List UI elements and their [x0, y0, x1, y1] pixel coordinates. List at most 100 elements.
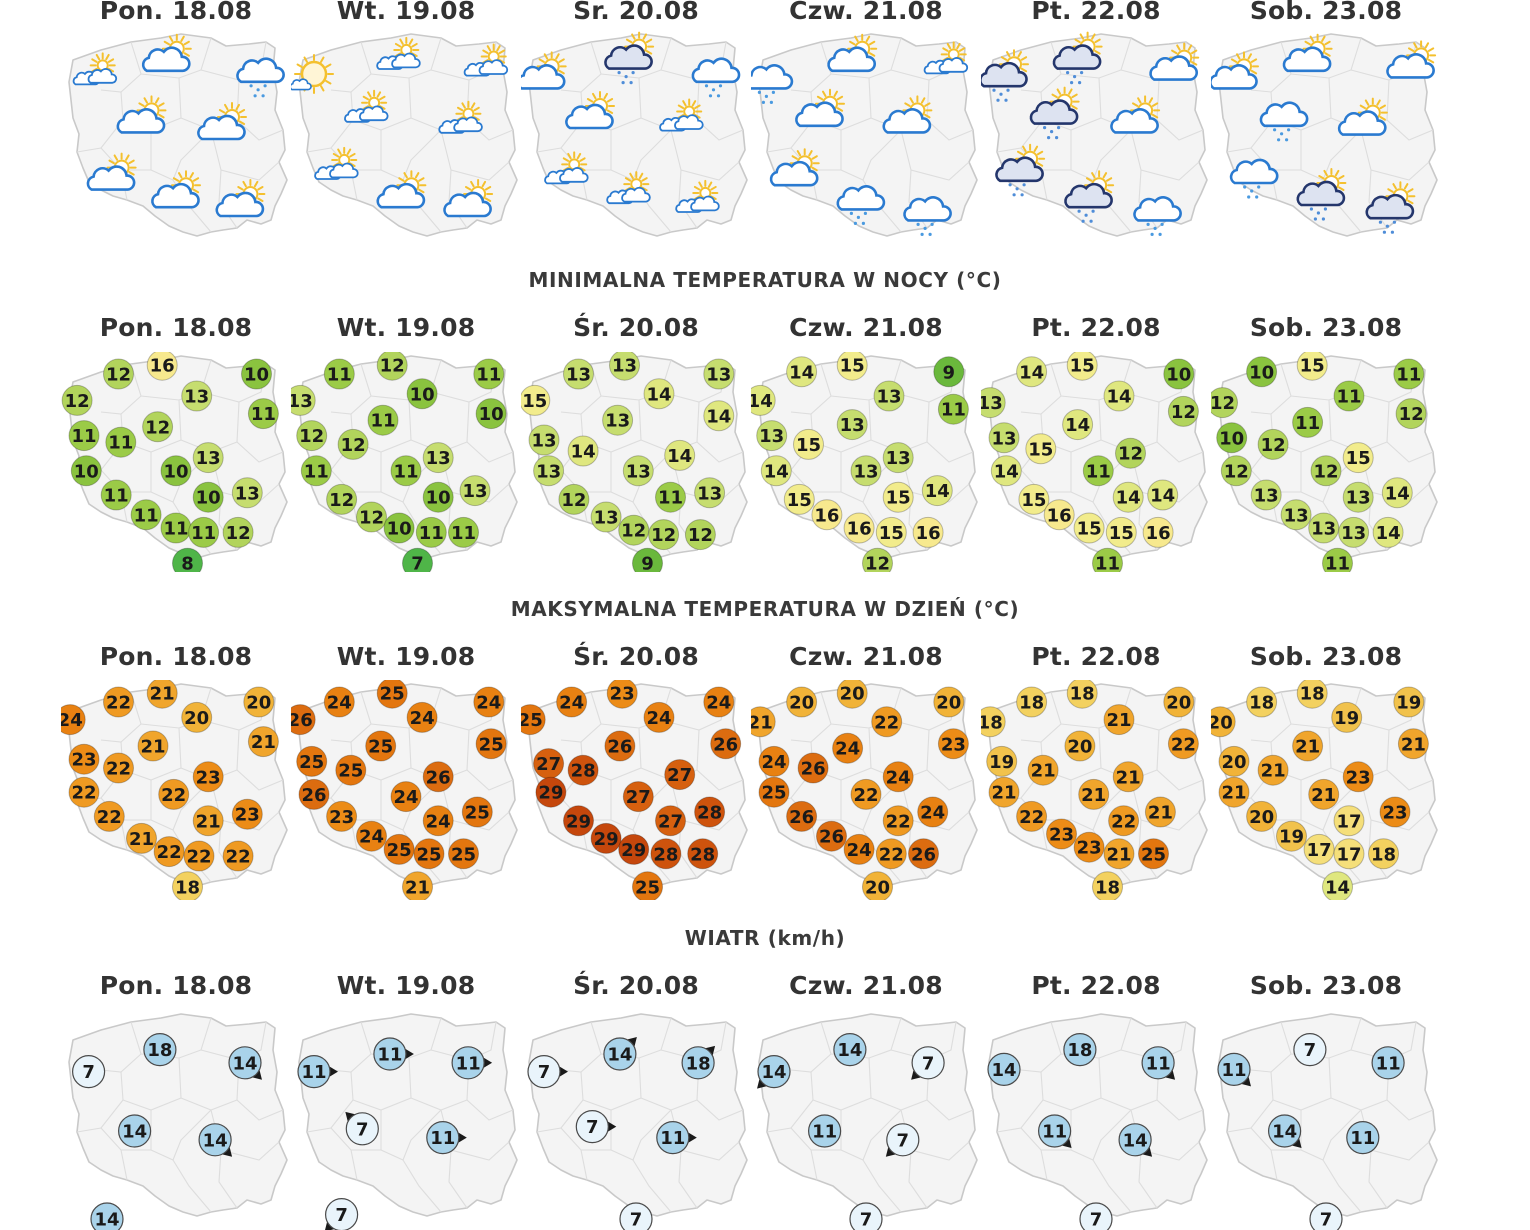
svg-text:19: 19	[989, 752, 1014, 773]
svg-text:7: 7	[1320, 1210, 1333, 1230]
max-temp-marker: 21	[147, 680, 177, 708]
svg-text:25: 25	[479, 734, 504, 755]
svg-text:26: 26	[301, 785, 326, 806]
max-temp-marker: 26	[291, 705, 315, 735]
svg-text:20: 20	[184, 708, 209, 729]
svg-text:16: 16	[847, 519, 872, 540]
max-temp-marker: 24	[844, 834, 874, 864]
svg-text:12: 12	[1171, 402, 1196, 423]
svg-text:27: 27	[536, 754, 561, 775]
max-temp-marker: 23	[938, 729, 968, 759]
min-temp-marker: 12	[1311, 456, 1341, 486]
svg-text:14: 14	[994, 461, 1019, 482]
min-temp-marker: 13	[1309, 513, 1339, 543]
svg-text:10: 10	[426, 488, 451, 509]
min-temp-marker: 12	[619, 515, 649, 545]
svg-text:7: 7	[82, 1062, 95, 1083]
svg-text:24: 24	[847, 840, 872, 861]
min-temp-marker: 10	[407, 379, 437, 409]
svg-text:11: 11	[108, 433, 133, 454]
svg-text:25: 25	[338, 761, 363, 782]
svg-text:13: 13	[531, 431, 556, 452]
svg-text:7: 7	[538, 1062, 551, 1083]
svg-text:14: 14	[751, 391, 773, 412]
day-header: Sob. 23.08	[1226, 642, 1426, 671]
svg-text:7: 7	[1304, 1040, 1317, 1061]
min-temp-marker: 12	[338, 429, 368, 459]
min-temp-marker: 13	[874, 381, 904, 411]
max-temp-marker: 21	[1258, 755, 1288, 785]
svg-text:14: 14	[1065, 415, 1090, 436]
min-temp-marker: 12	[223, 517, 253, 547]
min-temp-marker: 11	[161, 513, 191, 543]
svg-text:26: 26	[607, 737, 632, 758]
svg-text:21: 21	[1106, 844, 1131, 865]
wind-marker: 11	[1372, 1047, 1404, 1079]
poland-map-outline	[981, 30, 1211, 250]
svg-text:14: 14	[571, 442, 596, 463]
max-temp-marker: 20	[244, 687, 274, 717]
svg-text:13: 13	[759, 426, 784, 447]
max-temp-marker: 18	[1017, 687, 1047, 717]
svg-text:21: 21	[1295, 737, 1320, 758]
svg-text:13: 13	[1254, 486, 1279, 507]
min-temp-marker: 10	[71, 456, 101, 486]
min-temp-marker: 14	[1063, 410, 1093, 440]
section-title-min-temp: MINIMALNA TEMPERATURA W NOCY (°C)	[0, 268, 1530, 292]
svg-text:11: 11	[191, 523, 216, 544]
max-temp-marker: 21	[193, 806, 223, 836]
wind-marker: 14	[91, 1203, 123, 1230]
max-temp-marker: 21	[1079, 779, 1109, 809]
svg-text:12: 12	[621, 521, 646, 542]
svg-text:13: 13	[235, 483, 260, 504]
min-temp-marker: 13	[460, 476, 490, 506]
svg-text:21: 21	[1221, 783, 1246, 804]
svg-text:11: 11	[1295, 413, 1320, 434]
min-temp-marker: 13	[423, 443, 453, 473]
svg-text:16: 16	[1146, 523, 1171, 544]
svg-text:10: 10	[1249, 362, 1274, 383]
svg-text:11: 11	[327, 365, 352, 386]
svg-text:10: 10	[244, 365, 269, 386]
min-temp-marker: 14	[704, 401, 734, 431]
max-temp-marker: 29	[536, 777, 566, 807]
svg-text:11: 11	[658, 488, 683, 509]
svg-text:11: 11	[1350, 1128, 1375, 1149]
svg-text:14: 14	[232, 1053, 257, 1074]
svg-text:12: 12	[1313, 461, 1338, 482]
svg-text:14: 14	[122, 1122, 147, 1143]
svg-text:12: 12	[65, 391, 90, 412]
svg-text:26: 26	[426, 767, 451, 788]
svg-text:23: 23	[71, 750, 96, 771]
max-temp-marker: 26	[423, 762, 453, 792]
min-temp-marker: 15	[1019, 484, 1049, 514]
svg-text:22: 22	[161, 785, 186, 806]
min-temp-marker: 13	[851, 456, 881, 486]
max-temp-marker: 21	[1104, 839, 1134, 869]
svg-text:12: 12	[359, 508, 384, 529]
svg-text:20: 20	[1166, 693, 1191, 714]
svg-text:20: 20	[789, 693, 814, 714]
max-temp-marker: 26	[787, 801, 817, 831]
svg-text:15: 15	[1109, 523, 1134, 544]
svg-text:22: 22	[157, 842, 182, 863]
svg-text:15: 15	[879, 523, 904, 544]
min-temp-marker: 16	[1143, 517, 1173, 547]
day-header: Sob. 23.08	[1226, 971, 1426, 1000]
svg-text:28: 28	[697, 803, 722, 824]
svg-text:15: 15	[1300, 356, 1325, 377]
svg-text:11: 11	[456, 1053, 481, 1074]
svg-text:13: 13	[697, 483, 722, 504]
max-temp-marker: 22	[104, 753, 134, 783]
svg-text:14: 14	[646, 384, 671, 405]
svg-text:22: 22	[853, 785, 878, 806]
min-temp-marker: 11	[131, 500, 161, 530]
svg-text:11: 11	[1086, 461, 1111, 482]
svg-text:7: 7	[586, 1117, 599, 1138]
